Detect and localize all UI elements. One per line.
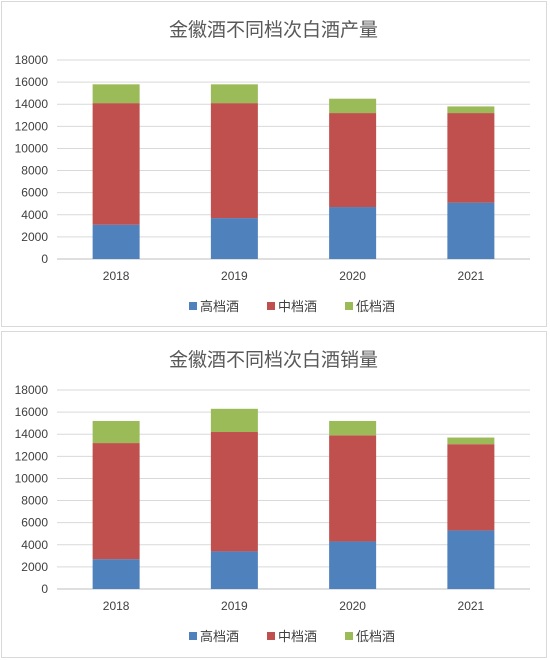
bar-2019-series-2 xyxy=(210,84,258,104)
legend-label: 高档酒 xyxy=(200,299,239,315)
bar-2020-series-2 xyxy=(329,420,377,436)
bar-2019-series-0 xyxy=(210,551,258,589)
y-tick-label: 8000 xyxy=(21,494,48,508)
sales-chart: 金徽酒不同档次白酒销量 0 2000 4000 6000 8000 10000 12000 14… xyxy=(15,349,530,645)
y-tick-label: 16000 xyxy=(15,75,49,89)
bar-2021-series-2 xyxy=(447,437,495,445)
legend-label: 中档酒 xyxy=(278,300,317,315)
x-tick-label: 2019 xyxy=(221,269,248,283)
bar-2020-series-2 xyxy=(329,98,377,114)
legend-swatch xyxy=(267,632,275,640)
x-tick-label: 2018 xyxy=(103,599,130,613)
x-tick-label: 2019 xyxy=(221,599,248,613)
legend-label: 低档酒 xyxy=(356,630,395,645)
legend-swatch xyxy=(345,302,353,310)
y-tick-label: 0 xyxy=(41,252,48,266)
bar-2020-series-1 xyxy=(329,113,377,208)
bar-2018-series-0 xyxy=(92,559,140,589)
bar-2020-series-0 xyxy=(329,541,377,589)
y-tick-label: 14000 xyxy=(15,97,49,111)
x-tick-label: 2020 xyxy=(339,599,366,613)
production-chart-panel: 金徽酒不同档次白酒产量 0 2000 4000 6000 8000 10000 12000 14… xyxy=(1,1,547,327)
y-tick-label: 4000 xyxy=(21,538,48,552)
sales-chart-panel: 金徽酒不同档次白酒销量 0 2000 4000 6000 8000 10000 12000 14… xyxy=(1,331,547,658)
bar-2018-series-2 xyxy=(92,420,140,444)
bar-2018-series-0 xyxy=(92,224,140,259)
legend-swatch xyxy=(267,302,275,310)
legend-label: 中档酒 xyxy=(278,630,317,645)
y-tick-label: 6000 xyxy=(21,516,48,530)
bar-2019-series-2 xyxy=(210,408,258,433)
bar-2021-series-0 xyxy=(447,202,495,259)
y-tick-label: 2000 xyxy=(21,560,48,574)
y-tick-label: 0 xyxy=(41,582,48,596)
x-tick-label: 2021 xyxy=(458,269,485,283)
bar-2021-series-1 xyxy=(447,113,495,203)
y-tick-label: 16000 xyxy=(15,405,49,419)
production-chart: 金徽酒不同档次白酒产量 0 2000 4000 6000 8000 10000 12000 14… xyxy=(15,19,530,315)
bar-2021-series-0 xyxy=(447,530,495,589)
y-tick-label: 6000 xyxy=(21,186,48,200)
bar-2021-series-2 xyxy=(447,106,495,114)
legend-label: 低档酒 xyxy=(356,300,395,315)
y-tick-label: 4000 xyxy=(21,208,48,222)
bar-2019-series-1 xyxy=(210,432,258,552)
chart-title: 金徽酒不同档次白酒产量 xyxy=(169,19,378,41)
y-tick-label: 18000 xyxy=(15,53,49,67)
bar-2019-series-0 xyxy=(210,218,258,259)
bar-2021-series-1 xyxy=(447,444,495,531)
y-tick-label: 10000 xyxy=(15,141,49,155)
y-tick-label: 14000 xyxy=(15,427,49,441)
bar-2020-series-1 xyxy=(329,435,377,542)
bar-2018-series-2 xyxy=(92,84,140,104)
y-tick-label: 8000 xyxy=(21,164,48,178)
y-tick-label: 2000 xyxy=(21,230,48,244)
bar-2018-series-1 xyxy=(92,443,140,560)
x-tick-label: 2020 xyxy=(339,269,366,283)
bar-2019-series-1 xyxy=(210,103,258,219)
bar-2018-series-1 xyxy=(92,103,140,225)
y-tick-label: 10000 xyxy=(15,471,49,485)
legend-swatch xyxy=(189,302,197,310)
legend-label: 高档酒 xyxy=(200,629,239,645)
y-tick-label: 12000 xyxy=(15,119,49,133)
chart-title: 金徽酒不同档次白酒销量 xyxy=(169,349,378,371)
x-tick-label: 2018 xyxy=(103,269,130,283)
legend-swatch xyxy=(189,632,197,640)
bar-2020-series-0 xyxy=(329,207,377,259)
y-tick-label: 18000 xyxy=(15,383,49,397)
legend-swatch xyxy=(345,632,353,640)
x-tick-label: 2021 xyxy=(458,599,485,613)
y-tick-label: 12000 xyxy=(15,449,49,463)
